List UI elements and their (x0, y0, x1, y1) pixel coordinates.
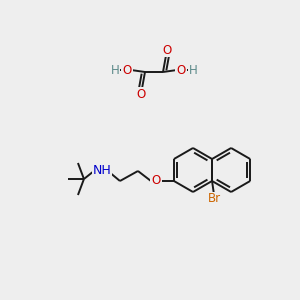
Text: O: O (151, 175, 160, 188)
Text: NH: NH (93, 164, 111, 178)
Text: O: O (162, 44, 172, 56)
Text: O: O (136, 88, 146, 100)
Text: H: H (189, 64, 197, 76)
Text: O: O (176, 64, 186, 76)
Text: Br: Br (208, 193, 220, 206)
Text: H: H (111, 64, 119, 76)
Text: O: O (122, 64, 132, 76)
